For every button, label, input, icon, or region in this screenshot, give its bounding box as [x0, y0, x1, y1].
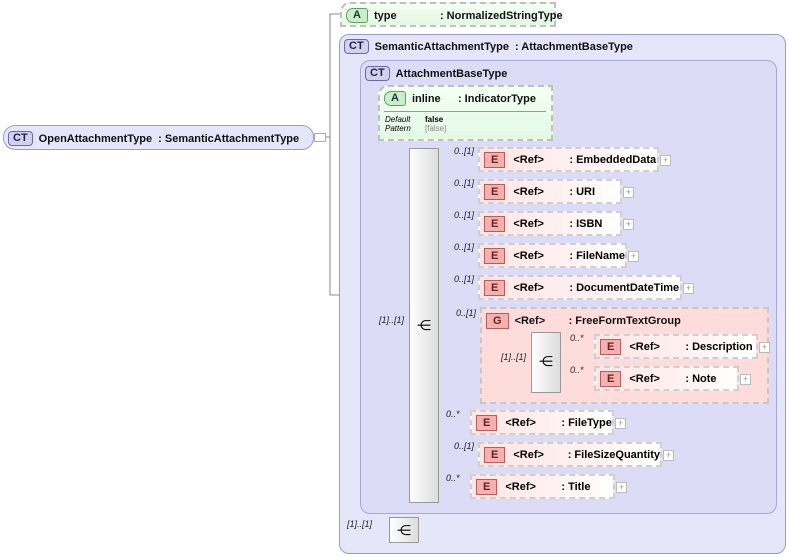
- bottom-cardinality: [1]..[1]: [347, 519, 373, 529]
- element-type: : URI: [569, 185, 596, 198]
- element-badge: E: [484, 446, 506, 463]
- element-ref: <Ref>: [505, 416, 536, 429]
- element-ref: <Ref>: [513, 281, 544, 294]
- element-badge: E: [484, 215, 506, 232]
- expand-icon[interactable]: +: [628, 251, 639, 262]
- element-type: : Description: [685, 340, 753, 353]
- expand-icon[interactable]: +: [740, 374, 751, 385]
- element-badge: E: [600, 338, 622, 355]
- expand-icon[interactable]: +: [660, 155, 671, 166]
- element-badge: E: [476, 414, 498, 431]
- element-ref: <Ref>: [513, 448, 544, 461]
- default-value: false: [425, 115, 444, 124]
- base-name: AttachmentBaseType: [395, 67, 508, 80]
- element-cardinality: 0..*: [570, 333, 584, 343]
- element-cardinality: 0..[1]: [454, 178, 475, 188]
- element-ref: <Ref>: [513, 153, 544, 166]
- element-badge: E: [484, 183, 506, 200]
- attribute-type-name: : IndicatorType: [457, 92, 536, 105]
- element-cardinality: 0..[1]: [454, 242, 475, 252]
- element-ref: <Ref>: [513, 185, 544, 198]
- element-box[interactable]: E <Ref> : Title: [470, 474, 615, 499]
- element-type: : ISBN: [569, 217, 603, 230]
- element-type: : FileName: [569, 249, 625, 262]
- element-badge: E: [476, 478, 498, 495]
- expand-icon[interactable]: +: [623, 187, 634, 198]
- collapse-toggle[interactable]: [314, 133, 326, 142]
- semantic-name: SemanticAttachmentType: [374, 40, 509, 53]
- root-type: : SemanticAttachmentType: [158, 132, 300, 145]
- element-box[interactable]: E <Ref> : FileType: [470, 410, 614, 435]
- pattern-label: Pattern: [385, 124, 411, 133]
- element-badge: E: [484, 247, 506, 264]
- expand-icon[interactable]: +: [759, 342, 770, 353]
- element-box[interactable]: E <Ref> : Description: [594, 334, 758, 359]
- element-ref: <Ref>: [513, 217, 544, 230]
- semantic-base: : AttachmentBaseType: [514, 40, 633, 53]
- attribute-name: type: [373, 9, 397, 22]
- element-badge: E: [484, 279, 506, 296]
- element-type: : FileSizeQuantity: [567, 448, 660, 461]
- element-ref: <Ref>: [629, 340, 660, 353]
- element-cardinality: 0..[1]: [454, 274, 475, 284]
- group-sequence-compositor[interactable]: ⋲: [531, 332, 561, 393]
- element-cardinality: 0..*: [446, 473, 460, 483]
- root-name: OpenAttachmentType: [38, 132, 153, 145]
- element-type: : Title: [561, 480, 591, 493]
- sequence-cardinality: [1]..[1]: [379, 315, 405, 325]
- expand-icon[interactable]: +: [683, 283, 694, 294]
- complex-type-badge: CT: [8, 131, 33, 146]
- element-ref: <Ref>: [513, 249, 544, 262]
- pattern-value: [false]: [425, 124, 447, 133]
- element-type: : DocumentDateTime: [569, 281, 680, 294]
- element-box[interactable]: E <Ref> : FileSizeQuantity: [478, 442, 662, 467]
- complex-type-badge: CT: [344, 39, 369, 54]
- expand-icon[interactable]: +: [615, 418, 626, 429]
- sequence-icon: ⋲: [397, 522, 411, 538]
- element-box[interactable]: E <Ref> : ISBN: [478, 211, 622, 236]
- sequence-icon: ⋲: [417, 317, 431, 333]
- default-label: Default: [385, 115, 411, 124]
- element-type: : Note: [685, 372, 717, 385]
- element-ref: <Ref>: [629, 372, 660, 385]
- attribute-badge: A: [346, 8, 368, 23]
- sequence-compositor[interactable]: ⋲: [409, 148, 439, 503]
- group-badge: G: [486, 313, 509, 329]
- root-type-box[interactable]: CT OpenAttachmentType : SemanticAttachment…: [3, 125, 314, 150]
- attribute-type-name: : NormalizedStringType: [439, 9, 563, 22]
- attribute-name: inline: [411, 92, 441, 105]
- element-ref: <Ref>: [505, 480, 536, 493]
- complex-type-badge: CT: [365, 66, 390, 81]
- element-cardinality: 0..[1]: [454, 146, 475, 156]
- element-cardinality: 0..*: [446, 409, 460, 419]
- element-box[interactable]: E <Ref> : DocumentDateTime: [478, 275, 682, 300]
- group-sequence-cardinality: [1]..[1]: [501, 352, 527, 362]
- element-cardinality: 0..[1]: [454, 210, 475, 220]
- element-type: : FileType: [561, 416, 612, 429]
- element-cardinality: 0..*: [570, 365, 584, 375]
- sequence-icon: ⋲: [539, 353, 553, 369]
- expand-icon[interactable]: +: [663, 450, 674, 461]
- group-ref: <Ref>: [514, 315, 546, 327]
- element-box[interactable]: E <Ref> : EmbeddedData: [478, 147, 659, 172]
- group-cardinality: 0..[1]: [456, 308, 477, 318]
- element-box[interactable]: E <Ref> : URI: [478, 179, 622, 204]
- element-type: : EmbeddedData: [569, 153, 657, 166]
- element-badge: E: [600, 370, 622, 387]
- element-cardinality: 0..[1]: [454, 441, 475, 451]
- attribute-badge: A: [384, 91, 406, 106]
- bottom-sequence-compositor[interactable]: ⋲: [389, 517, 419, 543]
- expand-icon[interactable]: +: [616, 482, 627, 493]
- element-box[interactable]: E <Ref> : FileName: [478, 243, 627, 268]
- expand-icon[interactable]: +: [623, 219, 634, 230]
- element-badge: E: [484, 151, 506, 168]
- element-box[interactable]: E <Ref> : Note: [594, 366, 739, 391]
- group-type: : FreeFormTextGroup: [568, 315, 681, 327]
